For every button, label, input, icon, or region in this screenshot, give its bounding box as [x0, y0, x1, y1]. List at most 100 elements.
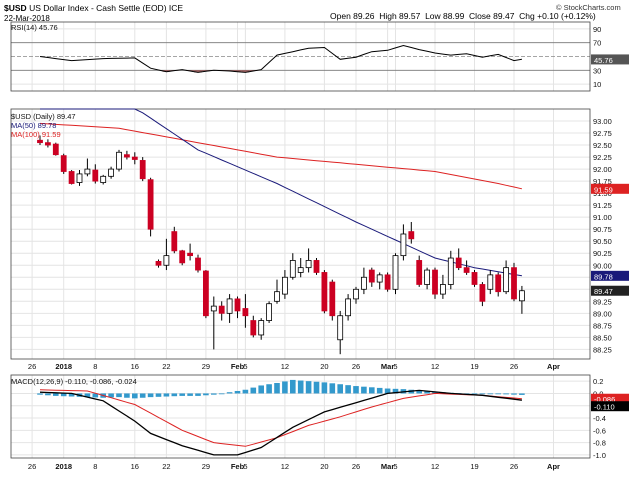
x-axis-label-bottom: Apr — [547, 462, 560, 471]
candle-body — [147, 179, 154, 230]
price-axis-label: 88.75 — [593, 321, 612, 330]
x-axis-label-bottom: 5 — [393, 462, 397, 471]
macd-signal-badge: -0.086 — [591, 393, 629, 404]
ma100-line — [39, 122, 523, 190]
candle-body — [439, 284, 446, 295]
macd-histogram-bar — [329, 383, 336, 394]
price-axis-label: 88.50 — [593, 333, 612, 342]
macd-histogram-bar — [234, 390, 241, 394]
macd-histogram-bar — [337, 384, 343, 394]
macd-axis-label: -0.8 — [593, 439, 606, 448]
macd-histogram-bar — [361, 386, 367, 394]
macd-histogram-bar — [313, 381, 320, 394]
candle-body — [37, 139, 43, 144]
price-badge-bg — [591, 285, 629, 296]
macd-histogram-bar — [147, 393, 154, 398]
macd-histogram-bar — [242, 389, 249, 394]
x-axis-label-bottom: 16 — [131, 462, 139, 471]
candle-body — [100, 175, 107, 183]
candle-body — [337, 315, 344, 341]
x-axis-label: 12 — [281, 362, 289, 371]
chart-date: 22-Mar-2018 — [4, 14, 50, 23]
macd-histogram-bar — [155, 393, 162, 397]
ma100-legend: MA(100) 91.59 — [11, 130, 61, 139]
macd-histogram-bar — [369, 387, 375, 394]
macd-histogram-bar — [384, 388, 391, 394]
macd-histogram-bar — [321, 382, 328, 394]
candle-body — [495, 274, 502, 293]
macd-signal-badge-bg — [591, 393, 629, 404]
price-axis-label: 90.00 — [593, 261, 612, 270]
x-axis-label: 29 — [202, 362, 210, 371]
x-axis-label: 2018 — [55, 362, 72, 371]
candle-body — [250, 320, 257, 336]
macd-histogram-bar — [258, 385, 264, 394]
x-axis-label-bottom: 29 — [202, 462, 210, 471]
chg-label: Chg — [519, 11, 535, 21]
macd-histogram-bar — [116, 393, 122, 398]
macd-histogram-bar — [479, 393, 486, 395]
macd-signal-badge-text: -0.086 — [594, 395, 615, 404]
macd-histogram-bar — [487, 393, 494, 395]
candle-body — [408, 231, 415, 240]
rsi-value-badge: 45.76 — [591, 54, 629, 65]
candle-body — [155, 261, 162, 266]
price-axis-label: 92.25 — [593, 153, 612, 162]
x-axis-label-bottom: 5 — [243, 462, 247, 471]
macd-signal-line — [39, 389, 522, 447]
ma50-badge-bg — [591, 270, 629, 281]
rsi-value-badge-text: 45.76 — [594, 56, 613, 65]
candle-body — [274, 291, 280, 302]
price-axis-label: 92.75 — [593, 129, 612, 138]
candle-body — [297, 267, 304, 273]
macd-histogram-bar — [187, 393, 193, 396]
candle-body — [447, 257, 454, 285]
rsi-axis-label: 30 — [593, 66, 601, 75]
candle-body — [487, 274, 494, 290]
macd-histogram-bar — [290, 379, 296, 394]
high-value: 89.57 — [399, 11, 421, 21]
x-axis-label-bottom: 12 — [281, 462, 289, 471]
candle-body — [432, 269, 438, 295]
candle-body — [163, 255, 170, 266]
macd-histogram-bar — [297, 380, 304, 394]
macd-axis-label: -0.6 — [593, 426, 606, 435]
exchange: ICE — [168, 3, 184, 13]
rsi-oversold-fill — [162, 70, 258, 73]
candle-body — [187, 252, 194, 257]
candle-body — [471, 272, 478, 285]
high-label: High — [379, 11, 397, 21]
candle-body — [329, 281, 336, 317]
candle-body — [281, 276, 288, 295]
close-label: Close — [469, 11, 491, 21]
macd-histogram-bar — [60, 393, 67, 397]
candle-body — [226, 298, 233, 314]
candle-body — [289, 260, 296, 278]
candle-body — [376, 274, 383, 283]
macd-histogram-bar — [392, 388, 399, 394]
candle-body — [424, 269, 431, 285]
candle-body — [210, 305, 217, 312]
price-axis-label: 93.00 — [593, 117, 612, 126]
index-name: US Dollar Index - Cash Settle (EOD) — [29, 3, 167, 13]
macd-histogram-bar — [250, 387, 257, 394]
x-axis-label-bottom: 20 — [320, 462, 328, 471]
x-axis-label: 8 — [93, 362, 97, 371]
macd-histogram-bar — [163, 393, 170, 397]
price-axis-label: 88.25 — [593, 345, 612, 354]
candle-body — [76, 173, 83, 183]
x-axis-label: Feb — [231, 362, 245, 371]
macd-value-badge-bg — [591, 401, 629, 412]
candle-body — [234, 298, 241, 312]
macd-histogram-bar — [53, 393, 59, 396]
macd-axis-label: 0.2 — [593, 377, 603, 386]
candle-body — [131, 156, 138, 160]
candle-body — [353, 288, 359, 300]
macd-histogram-bar — [495, 393, 501, 395]
macd-histogram-bar — [124, 393, 130, 398]
candle-body — [68, 171, 75, 184]
candle-body — [45, 142, 51, 146]
candle-body — [503, 267, 510, 293]
x-axis-label-bottom: 2018 — [55, 462, 72, 471]
